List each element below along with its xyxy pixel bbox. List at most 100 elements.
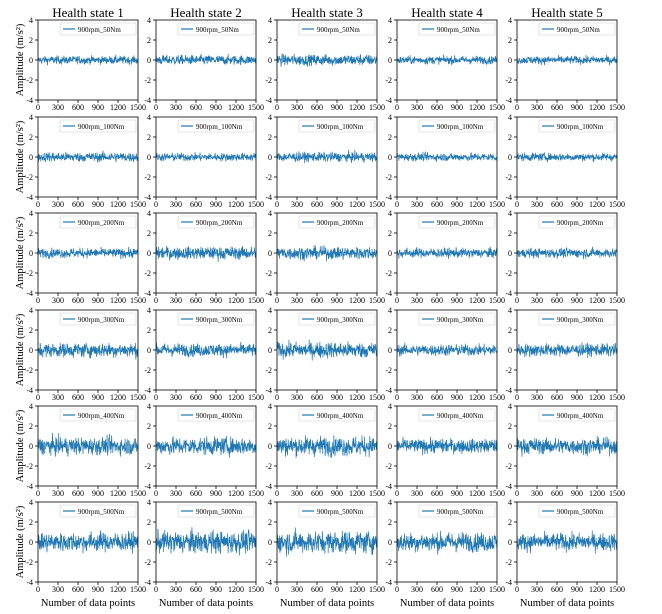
y-tick-label: -2 [505, 173, 512, 182]
x-tick-label: 300 [411, 103, 423, 112]
x-tick-label: 900 [331, 103, 343, 112]
y-tick-label: -4 [26, 289, 33, 298]
x-tick-label: 600 [551, 585, 563, 594]
x-tick-label: 1200 [469, 200, 485, 209]
y-tick-label: 0 [268, 56, 272, 65]
x-tick-label: 300 [170, 393, 182, 402]
y-tick-label: 2 [147, 422, 151, 431]
column-title-1: Health state 1 [52, 5, 123, 20]
x-tick-label: 1200 [589, 200, 605, 209]
x-tick-label: 1500 [369, 489, 385, 498]
y-tick-label: -2 [26, 76, 33, 85]
y-tick-label: -2 [385, 76, 392, 85]
x-tick-label: 600 [431, 489, 443, 498]
x-tick-label: 300 [531, 200, 543, 209]
legend-label: 900rpm_500Nm [196, 508, 243, 516]
panel-r1-c5: -4 -2 0 2 4 0 300 600 900 1200 1500 900rpm_50Nm [505, 16, 625, 112]
panel-r4-c4: -4 -2 0 2 4 0 300 600 900 1200 1500 900rpm_300Nm [385, 306, 505, 402]
signal-line [276, 527, 378, 557]
y-tick-label: 0 [268, 153, 272, 162]
x-tick-label: 900 [92, 200, 104, 209]
y-tick-label: -4 [144, 289, 151, 298]
x-tick-label: 1200 [589, 489, 605, 498]
x-tick-label: 1200 [228, 489, 244, 498]
y-tick-label: 2 [508, 36, 512, 45]
y-tick-label: 2 [29, 36, 33, 45]
legend-label: 900rpm_100Nm [78, 123, 125, 131]
x-tick-label: 300 [411, 296, 423, 305]
x-tick-label: 0 [36, 200, 40, 209]
legend-box [298, 119, 376, 133]
x-tick-label: 300 [52, 489, 64, 498]
x-tick-label: 600 [190, 200, 202, 209]
y-tick-label: 0 [29, 56, 33, 65]
y-tick-label: 4 [508, 498, 512, 507]
y-tick-label: 2 [388, 133, 392, 142]
x-tick-label: 0 [395, 103, 399, 112]
x-tick-label: 0 [395, 200, 399, 209]
y-tick-label: 0 [29, 249, 33, 258]
y-tick-label: -4 [26, 96, 33, 105]
y-tick-label: 4 [388, 16, 392, 25]
x-tick-label: 300 [531, 103, 543, 112]
x-tick-label: 1200 [469, 489, 485, 498]
y-tick-label: -2 [385, 558, 392, 567]
x-tick-label: 1200 [349, 393, 365, 402]
x-tick-label: 1500 [130, 103, 146, 112]
y-tick-label: 4 [388, 306, 392, 315]
x-tick-label: 900 [451, 296, 463, 305]
signal-line [396, 342, 498, 357]
x-tick-label: 0 [36, 393, 40, 402]
y-tick-label: 4 [508, 16, 512, 25]
x-tick-label: 900 [451, 489, 463, 498]
y-tick-label: 2 [147, 518, 151, 527]
y-tick-label: 4 [147, 498, 151, 507]
x-axis-label: Number of data points [400, 598, 494, 609]
x-tick-label: 1500 [489, 585, 505, 594]
x-tick-label: 300 [291, 296, 303, 305]
x-tick-label: 0 [154, 585, 158, 594]
x-tick-label: 600 [72, 103, 84, 112]
y-tick-label: 4 [508, 113, 512, 122]
x-tick-label: 900 [210, 585, 222, 594]
signal-line [396, 436, 498, 456]
signal-line [37, 530, 139, 554]
y-tick-label: 4 [508, 306, 512, 315]
x-tick-label: 900 [571, 200, 583, 209]
legend-box [59, 408, 137, 422]
x-tick-label: 300 [291, 489, 303, 498]
x-tick-label: 900 [571, 393, 583, 402]
x-tick-label: 1500 [130, 489, 146, 498]
panel-r5-c3: -4 -2 0 2 4 0 300 600 900 1200 1500 900rpm_400Nm [265, 402, 385, 498]
panel-r5-c1: -4 -2 0 2 4 0 300 600 900 1200 1500 900rpm_400Nm [26, 402, 146, 498]
y-tick-label: 4 [29, 498, 33, 507]
y-tick-label: 0 [388, 346, 392, 355]
panel-r6-c4: -4 -2 0 2 4 0 300 600 900 1200 1500 900rpm_500Nm [385, 498, 505, 594]
legend-label: 900rpm_50Nm [317, 26, 360, 34]
legend-label: 900rpm_500Nm [78, 508, 125, 516]
y-tick-label: 2 [388, 518, 392, 527]
x-tick-label: 600 [311, 393, 323, 402]
y-tick-label: 4 [147, 402, 151, 411]
x-tick-label: 1500 [248, 200, 264, 209]
y-tick-label: 2 [147, 229, 151, 238]
x-tick-label: 900 [571, 296, 583, 305]
y-tick-label: 4 [147, 209, 151, 218]
x-tick-label: 1200 [589, 585, 605, 594]
x-tick-label: 900 [331, 585, 343, 594]
x-tick-label: 1500 [489, 200, 505, 209]
y-tick-label: 0 [268, 442, 272, 451]
x-tick-label: 300 [411, 200, 423, 209]
x-tick-label: 0 [275, 489, 279, 498]
x-tick-label: 1500 [248, 585, 264, 594]
y-tick-label: 0 [147, 346, 151, 355]
x-tick-label: 600 [311, 296, 323, 305]
y-tick-label: 4 [29, 16, 33, 25]
x-tick-label: 1200 [228, 296, 244, 305]
y-tick-label: -2 [265, 462, 272, 471]
x-tick-label: 0 [395, 489, 399, 498]
y-tick-label: -2 [385, 269, 392, 278]
legend-label: 900rpm_500Nm [557, 508, 604, 516]
x-tick-label: 0 [36, 489, 40, 498]
y-axis-label: Amplitude (m/s²) [15, 505, 26, 578]
